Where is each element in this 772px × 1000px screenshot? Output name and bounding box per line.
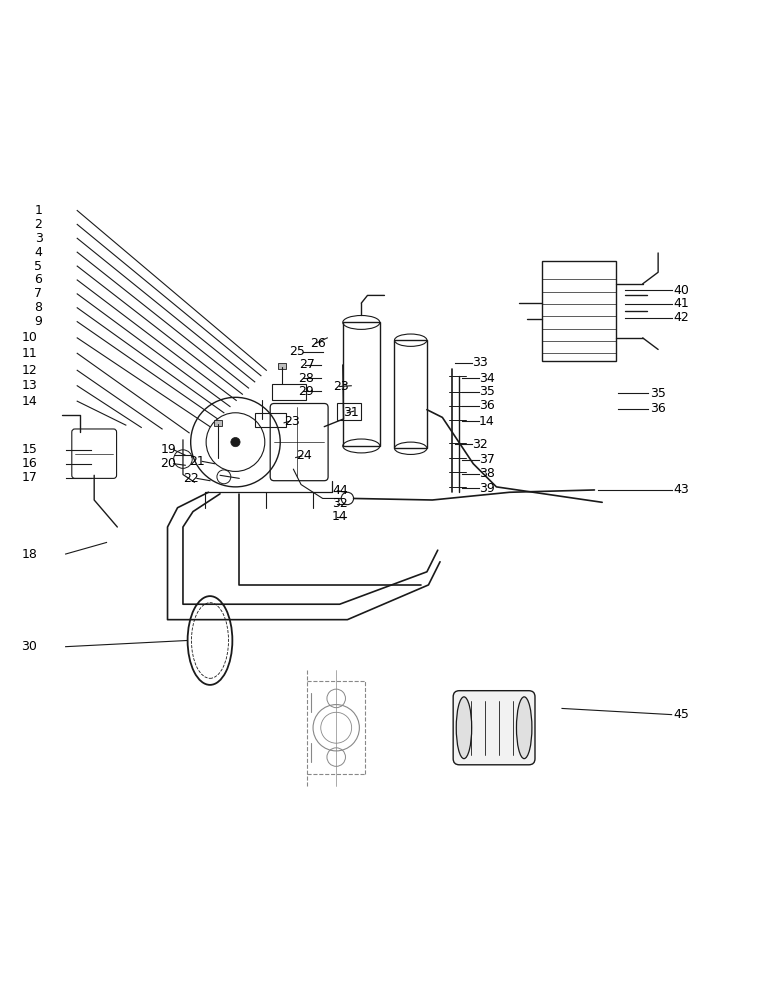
- Text: 37: 37: [479, 453, 495, 466]
- Text: 14: 14: [332, 510, 347, 523]
- Text: 9: 9: [35, 315, 42, 328]
- Ellipse shape: [516, 697, 532, 759]
- Text: 22: 22: [184, 472, 199, 485]
- Text: 8: 8: [35, 301, 42, 314]
- Text: 32: 32: [472, 438, 488, 451]
- Text: 32: 32: [332, 497, 347, 510]
- Circle shape: [231, 437, 240, 447]
- Text: 23: 23: [284, 415, 300, 428]
- Text: 35: 35: [479, 385, 495, 398]
- Text: 43: 43: [673, 483, 689, 496]
- Text: 13: 13: [22, 379, 37, 392]
- Text: 42: 42: [673, 311, 689, 324]
- Text: 36: 36: [479, 399, 494, 412]
- Text: 39: 39: [479, 482, 494, 495]
- Bar: [214, 420, 222, 426]
- Text: 38: 38: [479, 467, 495, 480]
- Text: 44: 44: [332, 484, 347, 497]
- Text: 30: 30: [21, 640, 37, 653]
- Text: 29: 29: [298, 385, 313, 398]
- Text: 5: 5: [35, 260, 42, 273]
- Bar: [542, 261, 615, 361]
- Text: 25: 25: [290, 345, 306, 358]
- Bar: [272, 384, 306, 400]
- Text: 20: 20: [160, 457, 176, 470]
- Text: 23: 23: [334, 380, 349, 393]
- Text: 1: 1: [35, 204, 42, 217]
- Text: 24: 24: [296, 449, 312, 462]
- Text: 10: 10: [21, 331, 37, 344]
- Text: 3: 3: [35, 232, 42, 245]
- Text: 34: 34: [479, 372, 494, 385]
- Text: 14: 14: [479, 415, 494, 428]
- Text: 11: 11: [22, 347, 37, 360]
- Bar: [394, 340, 427, 448]
- Text: 6: 6: [35, 273, 42, 286]
- Text: 14: 14: [22, 395, 37, 408]
- Text: 2: 2: [35, 218, 42, 231]
- Bar: [278, 363, 286, 369]
- Text: 18: 18: [21, 548, 37, 561]
- Text: 27: 27: [300, 358, 316, 371]
- Text: 33: 33: [472, 356, 488, 369]
- Bar: [255, 413, 286, 427]
- Text: 40: 40: [673, 284, 689, 297]
- Text: 4: 4: [35, 246, 42, 259]
- Text: 19: 19: [161, 443, 176, 456]
- Text: 41: 41: [673, 297, 689, 310]
- Bar: [343, 322, 380, 446]
- Text: 21: 21: [189, 455, 205, 468]
- Text: 36: 36: [650, 402, 665, 415]
- Text: 26: 26: [310, 337, 326, 350]
- Text: 45: 45: [673, 708, 689, 721]
- Text: 12: 12: [22, 364, 37, 377]
- Text: 7: 7: [35, 287, 42, 300]
- Text: 35: 35: [650, 387, 666, 400]
- Ellipse shape: [456, 697, 472, 759]
- Text: 15: 15: [21, 443, 37, 456]
- FancyBboxPatch shape: [453, 691, 535, 765]
- Text: 17: 17: [21, 471, 37, 484]
- Text: 16: 16: [22, 457, 37, 470]
- Text: 28: 28: [298, 372, 314, 385]
- Text: 31: 31: [343, 406, 358, 419]
